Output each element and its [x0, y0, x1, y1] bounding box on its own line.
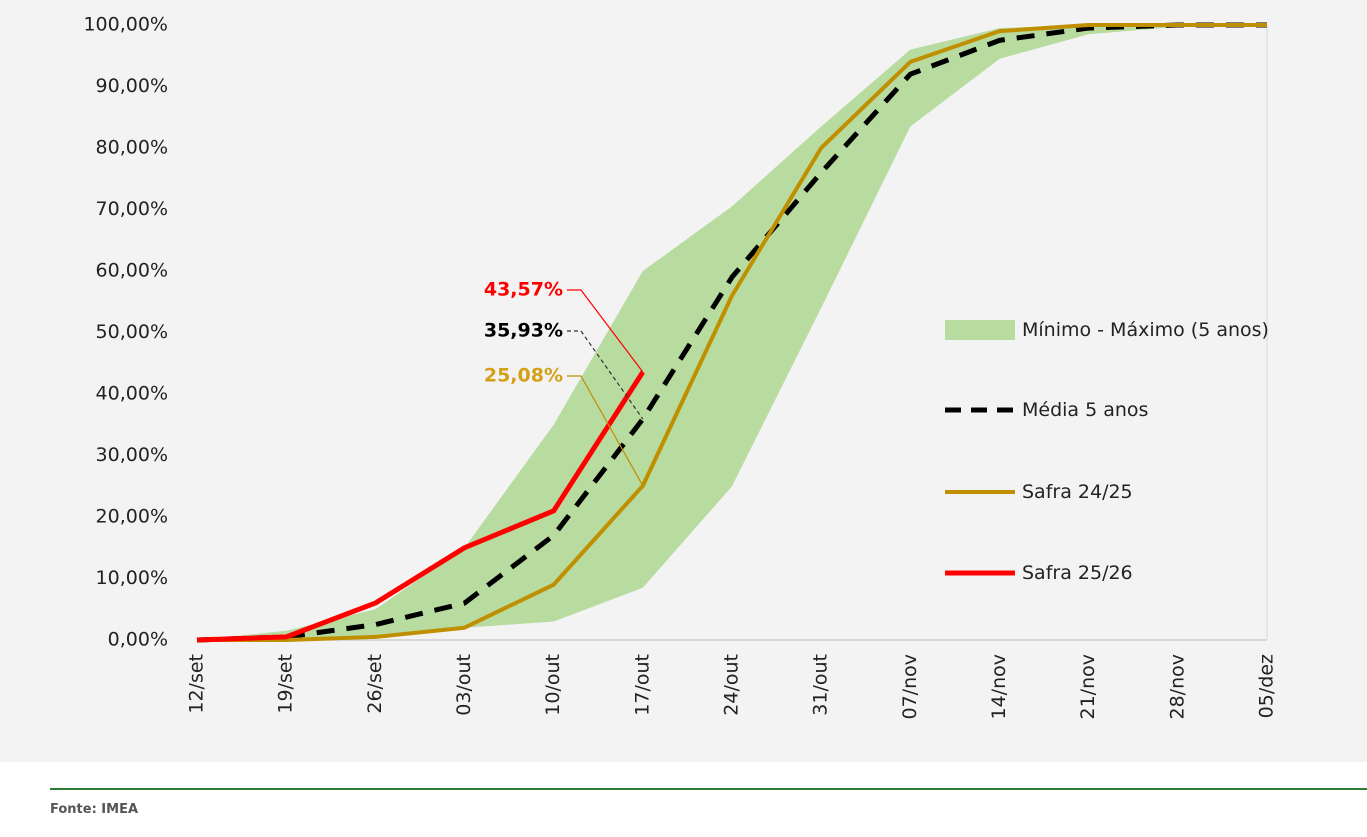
source: Fonte: IMEA	[50, 802, 139, 817]
legend-label: Mínimo - Máximo (5 anos)	[1022, 319, 1269, 341]
leader-line	[567, 375, 644, 487]
data-label: 25,08%	[484, 365, 563, 387]
x-tick-label: 31/out	[810, 654, 832, 716]
line-0	[196, 22, 1267, 643]
y-tick-label: 20,00%	[96, 506, 168, 528]
x-tick-label: 28/nov	[1166, 654, 1188, 720]
legend-label: Safra 25/26	[1022, 562, 1133, 584]
y-tick-label: 0,00%	[108, 629, 168, 651]
y-tick-label: 60,00%	[96, 260, 168, 282]
x-tick-label: 21/nov	[1077, 654, 1099, 720]
y-tick-label: 70,00%	[96, 198, 168, 220]
line-2	[196, 370, 645, 643]
data-label: 43,57%	[484, 279, 563, 301]
legend-swatch	[945, 320, 1015, 340]
x-tick-label: 14/nov	[988, 654, 1010, 720]
y-tick-label: 80,00%	[96, 137, 168, 159]
x-tick-label: 26/set	[364, 654, 386, 714]
y-tick-label: 10,00%	[96, 567, 168, 589]
min-max-band	[197, 25, 1267, 640]
legend-label: Média 5 anos	[1022, 399, 1149, 421]
x-tick-label: 07/nov	[899, 654, 921, 720]
leader-line	[567, 330, 644, 420]
x-tick-label: 05/dez	[1256, 654, 1278, 718]
y-tick-label: 40,00%	[96, 383, 168, 405]
y-tick-label: 30,00%	[96, 444, 168, 466]
y-tick-label: 50,00%	[96, 321, 168, 343]
legend-label: Safra 24/25	[1022, 481, 1133, 503]
y-tick-label: 100,00%	[83, 14, 168, 36]
x-tick-label: 10/out	[542, 654, 564, 716]
data-label: 35,93%	[484, 320, 563, 342]
x-tick-label: 19/set	[275, 654, 297, 714]
y-tick-label: 90,00%	[96, 75, 168, 97]
x-tick-label: 24/out	[721, 654, 743, 716]
line-1	[197, 23, 1267, 642]
x-tick-label: 03/out	[453, 654, 475, 716]
x-tick-label: 17/out	[631, 654, 653, 716]
x-tick-label: 12/set	[186, 654, 208, 714]
leader-line	[567, 289, 644, 373]
